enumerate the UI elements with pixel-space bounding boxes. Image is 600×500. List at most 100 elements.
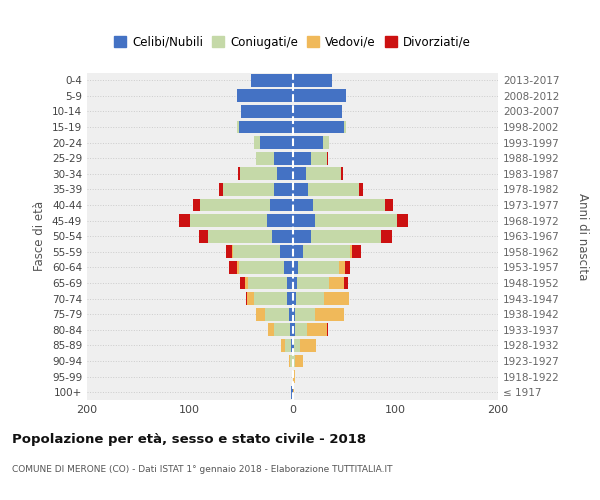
Bar <box>239 261 284 274</box>
Bar <box>296 292 325 305</box>
Y-axis label: Fasce di età: Fasce di età <box>34 201 46 272</box>
Bar <box>341 168 343 180</box>
Bar <box>248 276 287 289</box>
Bar <box>293 246 303 258</box>
Bar <box>179 214 190 227</box>
Bar <box>292 386 293 398</box>
Bar <box>190 214 267 227</box>
Bar <box>254 292 287 305</box>
Bar <box>193 198 200 211</box>
Bar <box>208 230 272 242</box>
Legend: Celibi/Nubili, Coniugati/e, Vedovi/e, Divorziati/e: Celibi/Nubili, Coniugati/e, Vedovi/e, Di… <box>110 31 475 54</box>
Bar <box>293 105 342 118</box>
Bar <box>289 354 290 368</box>
Bar <box>339 261 345 274</box>
Bar <box>256 152 274 164</box>
Bar <box>385 198 393 211</box>
Bar <box>281 339 286 352</box>
Bar <box>293 136 323 149</box>
Bar <box>295 324 307 336</box>
Bar <box>247 292 254 305</box>
Bar <box>315 214 397 227</box>
Bar <box>296 276 329 289</box>
Bar <box>239 120 293 134</box>
Bar <box>315 308 344 320</box>
Bar <box>287 292 293 305</box>
Bar <box>272 230 293 242</box>
Bar <box>290 354 293 368</box>
Text: Popolazione per età, sesso e stato civile - 2018: Popolazione per età, sesso e stato civil… <box>12 432 366 446</box>
Bar <box>293 214 315 227</box>
Bar <box>303 246 350 258</box>
Bar <box>293 276 296 289</box>
Bar <box>246 292 247 305</box>
Text: COMUNE DI MERONE (CO) - Dati ISTAT 1° gennaio 2018 - Elaborazione TUTTITALIA.IT: COMUNE DI MERONE (CO) - Dati ISTAT 1° ge… <box>12 466 392 474</box>
Bar <box>200 198 270 211</box>
Bar <box>345 261 350 274</box>
Bar <box>350 246 352 258</box>
Bar <box>240 168 277 180</box>
Y-axis label: Anni di nascita: Anni di nascita <box>576 192 589 280</box>
Bar <box>295 354 303 368</box>
Bar <box>311 230 381 242</box>
Bar <box>293 168 306 180</box>
Bar <box>274 324 290 336</box>
Bar <box>313 198 385 211</box>
Bar <box>293 90 346 102</box>
Bar <box>226 246 232 258</box>
Bar <box>308 183 359 196</box>
Bar <box>293 120 344 134</box>
Bar <box>325 292 349 305</box>
Bar <box>286 339 292 352</box>
Bar <box>254 136 260 149</box>
Bar <box>293 354 295 368</box>
Bar <box>323 136 329 149</box>
Bar <box>284 261 293 274</box>
Bar <box>274 152 293 164</box>
Bar <box>298 261 339 274</box>
Bar <box>344 276 348 289</box>
Bar <box>381 230 392 242</box>
Bar <box>260 136 293 149</box>
Bar <box>280 246 293 258</box>
Bar <box>293 152 311 164</box>
Bar <box>237 90 293 102</box>
Bar <box>307 324 328 336</box>
Bar <box>270 198 293 211</box>
Bar <box>293 324 295 336</box>
Bar <box>329 276 344 289</box>
Bar <box>293 292 296 305</box>
Bar <box>306 168 341 180</box>
Bar <box>237 120 239 134</box>
Bar <box>238 168 240 180</box>
Bar <box>241 105 293 118</box>
Bar <box>289 308 293 320</box>
Bar <box>359 183 364 196</box>
Bar <box>287 276 293 289</box>
Bar <box>293 230 311 242</box>
Bar <box>237 261 239 274</box>
Bar <box>293 183 308 196</box>
Bar <box>223 183 274 196</box>
Bar <box>267 214 293 227</box>
Bar <box>240 276 245 289</box>
Bar <box>277 168 293 180</box>
Bar <box>295 308 315 320</box>
Bar <box>293 339 299 352</box>
Bar <box>251 74 293 86</box>
Bar <box>293 308 295 320</box>
Bar <box>299 339 316 352</box>
Bar <box>290 324 293 336</box>
Bar <box>218 183 223 196</box>
Bar <box>293 261 298 274</box>
Bar <box>233 246 280 258</box>
Bar <box>293 370 295 383</box>
Bar <box>311 152 328 164</box>
Bar <box>229 261 237 274</box>
Bar <box>245 276 248 289</box>
Bar <box>293 198 313 211</box>
Bar <box>352 246 361 258</box>
Bar <box>265 308 289 320</box>
Bar <box>293 74 332 86</box>
Bar <box>292 339 293 352</box>
